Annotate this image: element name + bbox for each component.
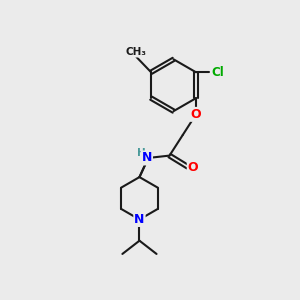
Text: H: H <box>137 148 146 158</box>
Text: N: N <box>142 152 152 164</box>
Text: O: O <box>191 108 201 121</box>
Text: N: N <box>134 213 145 226</box>
Text: O: O <box>188 161 198 174</box>
Text: Cl: Cl <box>212 66 224 79</box>
Text: CH₃: CH₃ <box>125 47 146 57</box>
